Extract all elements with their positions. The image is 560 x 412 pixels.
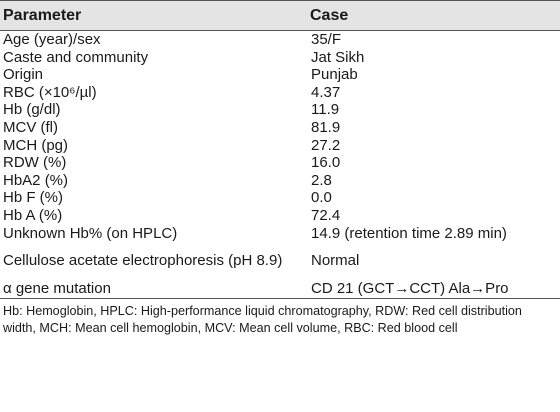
value-cell: 2.8 bbox=[311, 171, 332, 189]
value-cell: Normal bbox=[311, 252, 360, 270]
value-cell: 72.4 bbox=[311, 206, 341, 224]
header-parameter: Parameter bbox=[0, 0, 307, 31]
table-row: MCV (fl) 81.9 bbox=[0, 119, 560, 137]
table-header-row: Parameter Case bbox=[0, 0, 560, 31]
table-row: HbA2 (%) 2.8 bbox=[0, 172, 560, 190]
parameter-cell: Origin bbox=[3, 66, 44, 84]
parameter-cell: Hb (g/dl) bbox=[3, 101, 61, 119]
value-cell: CD 21 (GCT→CCT) Ala→Pro bbox=[307, 280, 560, 299]
value-cell: Punjab bbox=[311, 66, 358, 84]
table-row: Hb A (%) 72.4 bbox=[0, 207, 560, 225]
parameter-cell: Age (year)/sex bbox=[3, 31, 101, 48]
value-cell: 4.37 bbox=[311, 83, 341, 101]
header-case: Case bbox=[307, 0, 560, 31]
parameter-cell: RBC (×10⁶/µl) bbox=[3, 83, 97, 101]
table-row: Age (year)/sex 35/F bbox=[0, 31, 560, 49]
table-row: Origin Punjab bbox=[0, 66, 560, 84]
value-cell: 14.9 (retention time 2.89 min) bbox=[311, 224, 507, 242]
parameter-cell: MCH (pg) bbox=[3, 136, 69, 154]
table-row: Cellulose acetate electrophoresis (pH 8.… bbox=[0, 242, 560, 280]
parameter-cell: α gene mutation bbox=[0, 280, 307, 299]
table-row: Caste and community Jat Sikh bbox=[0, 49, 560, 67]
value-cell: 0.0 bbox=[311, 189, 332, 207]
table-row: Hb (g/dl) 11.9 bbox=[0, 101, 560, 119]
parameter-cell: Hb A (%) bbox=[3, 206, 63, 224]
parameter-cell: Unknown Hb% (on HPLC) bbox=[3, 224, 178, 242]
value-cell: Jat Sikh bbox=[311, 48, 365, 66]
value-cell: 27.2 bbox=[311, 136, 341, 154]
value-cell: 35/F bbox=[311, 31, 342, 48]
table-row: RDW (%) 16.0 bbox=[0, 154, 560, 172]
value-cell: 81.9 bbox=[311, 118, 341, 136]
table-footnote: Hb: Hemoglobin, HPLC: High-performance l… bbox=[3, 303, 522, 335]
value-cell: 16.0 bbox=[311, 154, 341, 172]
parameter-cell: Hb F (%) bbox=[3, 189, 63, 207]
table-row: Hb F (%) 0.0 bbox=[0, 189, 560, 207]
case-parameter-table: Parameter Case Age (year)/sex 35/F Caste… bbox=[0, 0, 560, 299]
parameter-cell: MCV (fl) bbox=[3, 118, 58, 136]
parameter-cell: Caste and community bbox=[3, 48, 149, 66]
parameter-cell: HbA2 (%) bbox=[3, 171, 69, 189]
table-row: RBC (×10⁶/µl) 4.37 bbox=[0, 84, 560, 102]
value-cell: 11.9 bbox=[311, 101, 340, 119]
parameter-cell: Cellulose acetate electrophoresis (pH 8.… bbox=[3, 252, 283, 270]
table-row: Unknown Hb% (on HPLC) 14.9 (retention ti… bbox=[0, 225, 560, 243]
parameter-cell: RDW (%) bbox=[3, 154, 67, 172]
table-row: α gene mutation CD 21 (GCT→CCT) Ala→Pro bbox=[0, 280, 560, 299]
table-row: MCH (pg) 27.2 bbox=[0, 137, 560, 155]
